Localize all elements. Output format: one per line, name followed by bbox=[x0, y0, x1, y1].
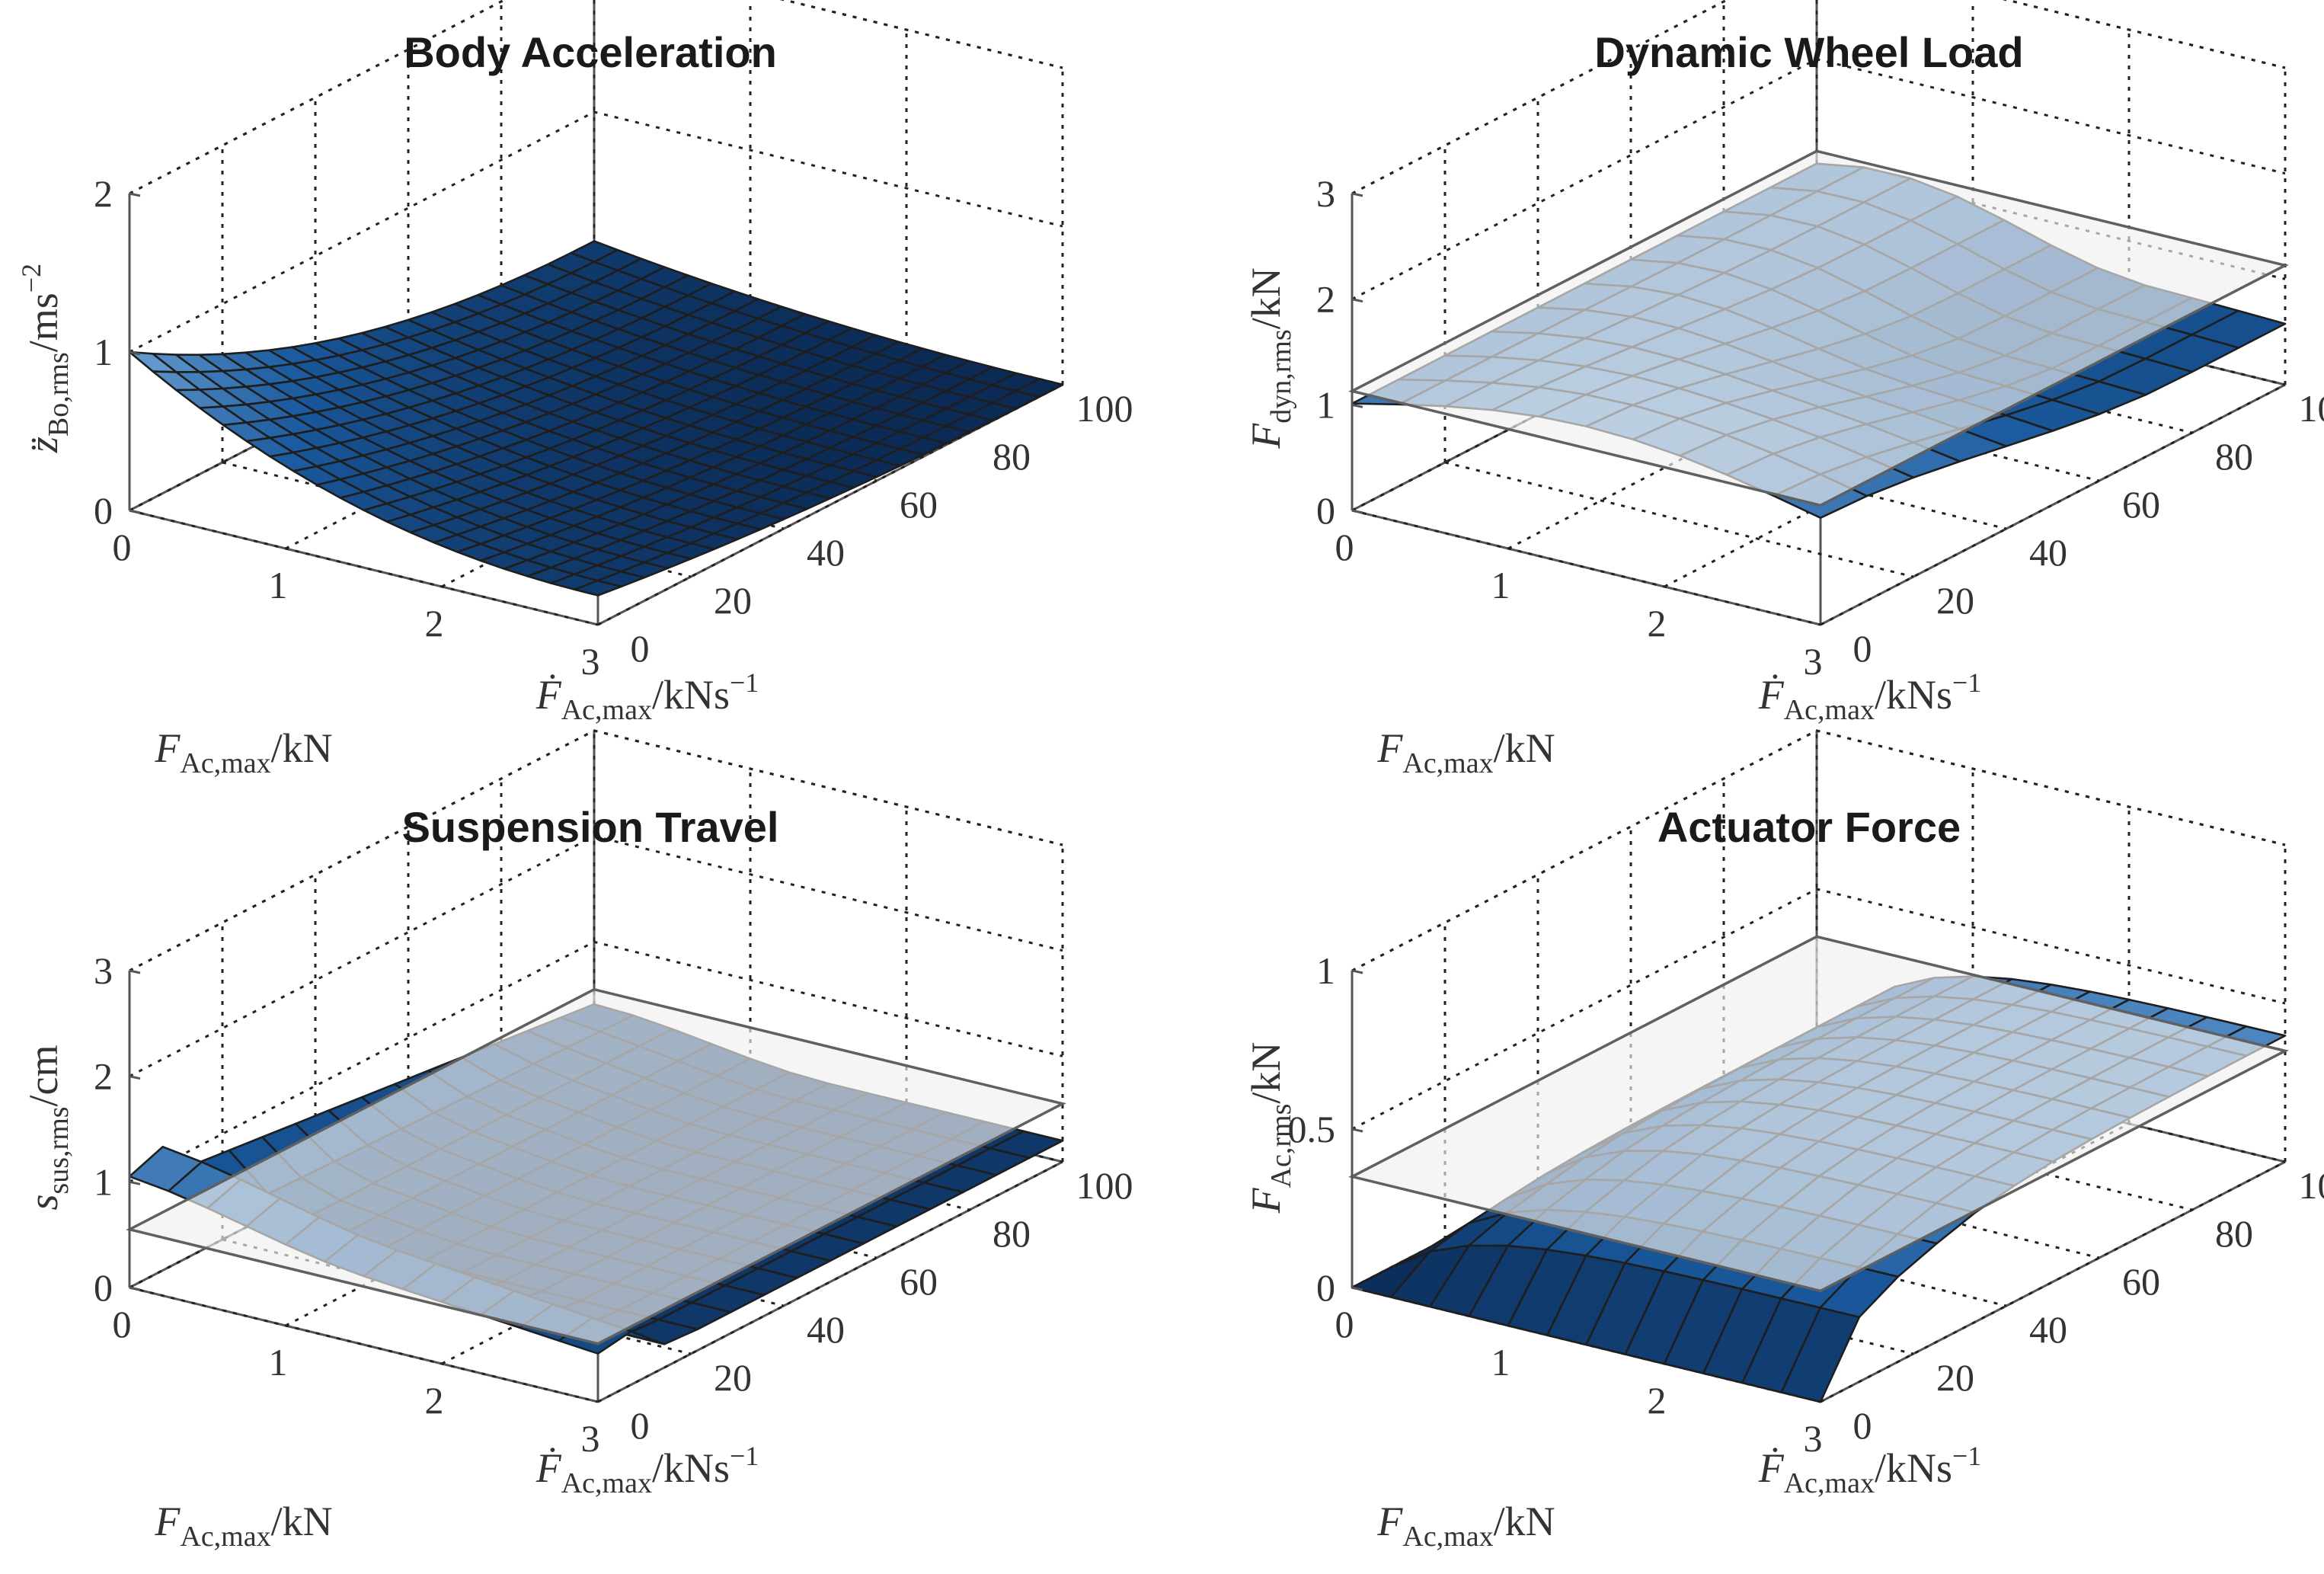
z-tick-label: 3 bbox=[1316, 172, 1335, 215]
surface bbox=[128, 240, 1064, 597]
y-tick-label: 60 bbox=[900, 1260, 938, 1303]
x-tick-label: 2 bbox=[425, 602, 444, 645]
z-axis-label: Fdyn,rms/kN bbox=[1243, 267, 1297, 449]
y-tick-label: 40 bbox=[807, 1308, 845, 1351]
passive-reference-plane bbox=[1348, 149, 2289, 507]
y-tick-label: 20 bbox=[714, 579, 752, 622]
x-tick-label: 1 bbox=[269, 1341, 288, 1384]
y-tick-label: 100 bbox=[2299, 1164, 2324, 1207]
x-tick-label: 0 bbox=[1335, 1303, 1354, 1345]
chart-title: Body Acceleration bbox=[404, 28, 777, 76]
x-tick-label: 1 bbox=[1491, 1341, 1510, 1384]
passive-reference-plane bbox=[126, 987, 1066, 1345]
chart-title: Dynamic Wheel Load bbox=[1594, 28, 2023, 76]
z-tick-label: 0.5 bbox=[1288, 1108, 1336, 1150]
surface-cell bbox=[573, 579, 622, 597]
y-tick-label: 20 bbox=[714, 1356, 752, 1399]
y-tick-label: 40 bbox=[807, 531, 845, 574]
y-tick-label: 80 bbox=[993, 1212, 1031, 1255]
z-tick-label: 3 bbox=[94, 949, 113, 992]
z-tick-label: 1 bbox=[94, 1160, 113, 1203]
z-tick-label: 2 bbox=[94, 172, 113, 215]
chart-title: Actuator Force bbox=[1657, 803, 1961, 851]
z-axis-label: FAc,rms/kN bbox=[1243, 1042, 1297, 1214]
y-tick-label: 80 bbox=[993, 435, 1031, 478]
y-axis-label: ḞAc,max/kNs−1 bbox=[535, 667, 759, 726]
y-axis-label: ḞAc,max/kNs−1 bbox=[1758, 667, 1982, 726]
y-tick-label: 0 bbox=[631, 627, 650, 670]
y-tick-label: 100 bbox=[1076, 387, 1133, 430]
y-tick-label: 0 bbox=[1853, 627, 1872, 670]
y-tick-label: 60 bbox=[900, 483, 938, 526]
z-tick-label: 1 bbox=[94, 331, 113, 373]
z-tick-label: 1 bbox=[1316, 949, 1335, 992]
x-axis-label: FAc,max/kN bbox=[1376, 725, 1555, 779]
surface-cell bbox=[1780, 1307, 1861, 1403]
x-axis-label: FAc,max/kN bbox=[1376, 1499, 1555, 1553]
x-tick-label: 0 bbox=[1335, 526, 1354, 568]
z-tick-label: 0 bbox=[94, 489, 113, 532]
z-tick-label: 0 bbox=[1316, 1266, 1335, 1309]
y-axis-label: ḞAc,max/kNs−1 bbox=[1758, 1441, 1982, 1499]
x-tick-label: 3 bbox=[1804, 1417, 1823, 1460]
y-axis-label: ḞAc,max/kNs−1 bbox=[535, 1441, 759, 1499]
x-tick-label: 1 bbox=[269, 564, 288, 606]
x-tick-label: 3 bbox=[581, 1417, 600, 1460]
x-tick-label: 1 bbox=[1491, 564, 1510, 606]
z-tick-label: 1 bbox=[1316, 383, 1335, 426]
z-axis-label: ssus,rms/cm bbox=[21, 1045, 75, 1210]
chart-panel-2: 01230123020406080100Dynamic Wheel LoadFd… bbox=[1243, 0, 2324, 779]
y-tick-label: 100 bbox=[2299, 387, 2324, 430]
y-tick-label: 80 bbox=[2215, 1212, 2253, 1255]
chart-title: Suspension Travel bbox=[402, 803, 779, 851]
passive-reference-plane bbox=[1348, 935, 2289, 1293]
x-tick-label: 3 bbox=[1804, 640, 1823, 683]
chart-panel-4: 00.510123020406080100Actuator ForceFAc,r… bbox=[1243, 729, 2324, 1553]
y-tick-label: 60 bbox=[2122, 1260, 2160, 1303]
x-axis-label: FAc,max/kN bbox=[154, 1499, 332, 1553]
y-tick-label: 20 bbox=[1936, 1356, 1974, 1399]
x-tick-label: 0 bbox=[113, 1303, 132, 1345]
y-tick-label: 100 bbox=[1076, 1164, 1133, 1207]
y-tick-label: 40 bbox=[2029, 531, 2067, 574]
z-axis-label: z̈Bo,rms/ms−2 bbox=[16, 264, 75, 453]
z-tick-label: 0 bbox=[1316, 489, 1335, 532]
y-tick-label: 80 bbox=[2215, 435, 2253, 478]
x-tick-label: 2 bbox=[425, 1379, 444, 1422]
z-tick-label: 2 bbox=[1316, 278, 1335, 321]
x-tick-label: 3 bbox=[581, 640, 600, 683]
z-tick-label: 2 bbox=[94, 1055, 113, 1098]
x-tick-label: 2 bbox=[1648, 602, 1667, 645]
x-axis-label: FAc,max/kN bbox=[154, 725, 332, 779]
x-tick-label: 0 bbox=[113, 526, 132, 568]
y-tick-label: 60 bbox=[2122, 483, 2160, 526]
y-tick-label: 0 bbox=[631, 1404, 650, 1447]
y-tick-label: 20 bbox=[1936, 579, 1974, 622]
y-tick-label: 40 bbox=[2029, 1308, 2067, 1351]
y-tick-label: 0 bbox=[1853, 1404, 1872, 1447]
tick-labels: 00.510123020406080100 bbox=[1288, 949, 2324, 1460]
x-tick-label: 2 bbox=[1648, 1379, 1667, 1422]
z-tick-label: 0 bbox=[94, 1266, 113, 1309]
